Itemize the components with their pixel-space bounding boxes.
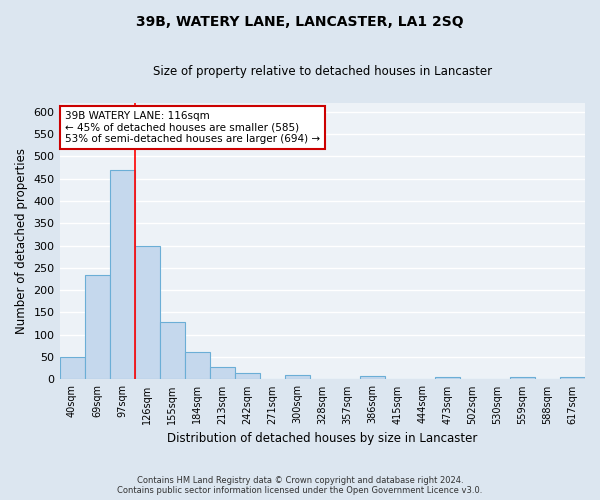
Bar xyxy=(510,377,535,380)
Text: 39B, WATERY LANE, LANCASTER, LA1 2SQ: 39B, WATERY LANE, LANCASTER, LA1 2SQ xyxy=(136,15,464,29)
Bar xyxy=(285,375,310,380)
Bar xyxy=(160,322,185,380)
Bar xyxy=(435,377,460,380)
Y-axis label: Number of detached properties: Number of detached properties xyxy=(15,148,28,334)
Bar xyxy=(185,352,209,380)
Title: Size of property relative to detached houses in Lancaster: Size of property relative to detached ho… xyxy=(153,65,492,78)
X-axis label: Distribution of detached houses by size in Lancaster: Distribution of detached houses by size … xyxy=(167,432,478,445)
Bar xyxy=(59,357,85,380)
Bar xyxy=(209,367,235,380)
Bar xyxy=(134,246,160,380)
Bar xyxy=(85,274,110,380)
Bar xyxy=(560,377,585,380)
Text: 39B WATERY LANE: 116sqm
← 45% of detached houses are smaller (585)
53% of semi-d: 39B WATERY LANE: 116sqm ← 45% of detache… xyxy=(65,111,320,144)
Bar xyxy=(360,376,385,380)
Text: Contains HM Land Registry data © Crown copyright and database right 2024.
Contai: Contains HM Land Registry data © Crown c… xyxy=(118,476,482,495)
Bar xyxy=(110,170,134,380)
Bar xyxy=(235,372,260,380)
